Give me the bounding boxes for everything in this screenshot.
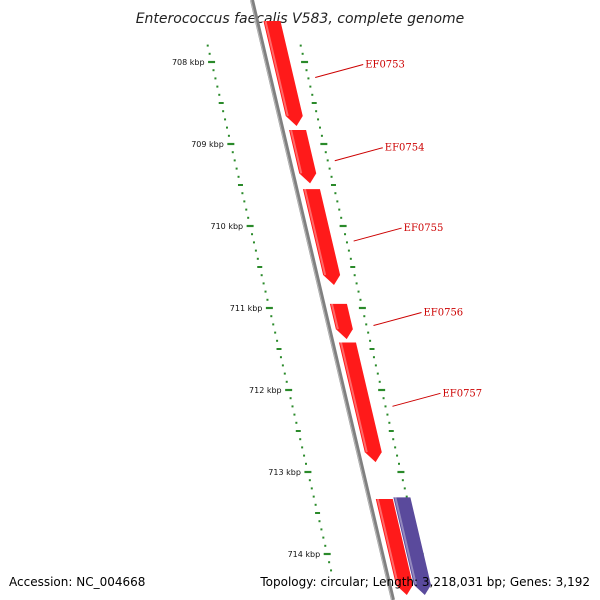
- gene-shading: [394, 497, 417, 586]
- gene-arrow-EF0754: [289, 130, 317, 184]
- backbone-highlight: [250, 0, 393, 600]
- gene-shading: [303, 188, 327, 276]
- gene-label-leader: [315, 63, 364, 78]
- tick-label-7: 714 kbp: [288, 550, 321, 559]
- gene-arrow-EF0757: [338, 342, 382, 463]
- gene-label-EF0756: EF0756: [423, 308, 463, 319]
- tick-label-4: 711 kbp: [230, 304, 263, 313]
- gene-arrow-unlabeled-7: [393, 497, 431, 595]
- gene-arrow-EF0755: [302, 189, 341, 286]
- backbone-track: [250, 0, 395, 600]
- gene-shading: [339, 342, 368, 453]
- gene-arrow-EF0756: [329, 303, 353, 340]
- gene-arrow-unlabeled-6: [375, 499, 413, 595]
- tick-label-5: 712 kbp: [249, 386, 282, 395]
- gene-shading: [330, 303, 339, 330]
- backbone-line: [250, 0, 395, 600]
- gene-label-EF0755: EF0755: [404, 223, 444, 234]
- tick-label-3: 710 kbp: [211, 222, 244, 231]
- gene-label-EF0757: EF0757: [442, 388, 482, 399]
- tick-label-6: 713 kbp: [268, 468, 301, 477]
- gene-label-leader: [334, 147, 383, 162]
- map-title: Enterococcus faecalis V583, complete gen…: [136, 11, 465, 27]
- gene-label-EF0754: EF0754: [385, 143, 425, 154]
- tick-label-1: 708 kbp: [172, 58, 205, 67]
- gene-label-EF0753: EF0753: [365, 59, 405, 70]
- gene-shading: [376, 498, 399, 586]
- gene-label-track: EF0753 EF0754 EF0755 EF0756 EF0757: [315, 59, 482, 407]
- gene-label-leader: [353, 227, 402, 242]
- gene-shading: [264, 20, 289, 117]
- gene-shading: [290, 129, 303, 174]
- accession-text: Accession: NC_004668: [9, 575, 145, 589]
- gene-label-leader: [392, 392, 441, 407]
- gene-arrow-EF0753: [263, 21, 303, 126]
- genome-summary-text: Topology: circular; Length: 3,218,031 bp…: [259, 575, 590, 589]
- gene-label-leader: [373, 312, 422, 327]
- gene-track: [263, 20, 431, 595]
- tick-label-2: 709 kbp: [191, 140, 224, 149]
